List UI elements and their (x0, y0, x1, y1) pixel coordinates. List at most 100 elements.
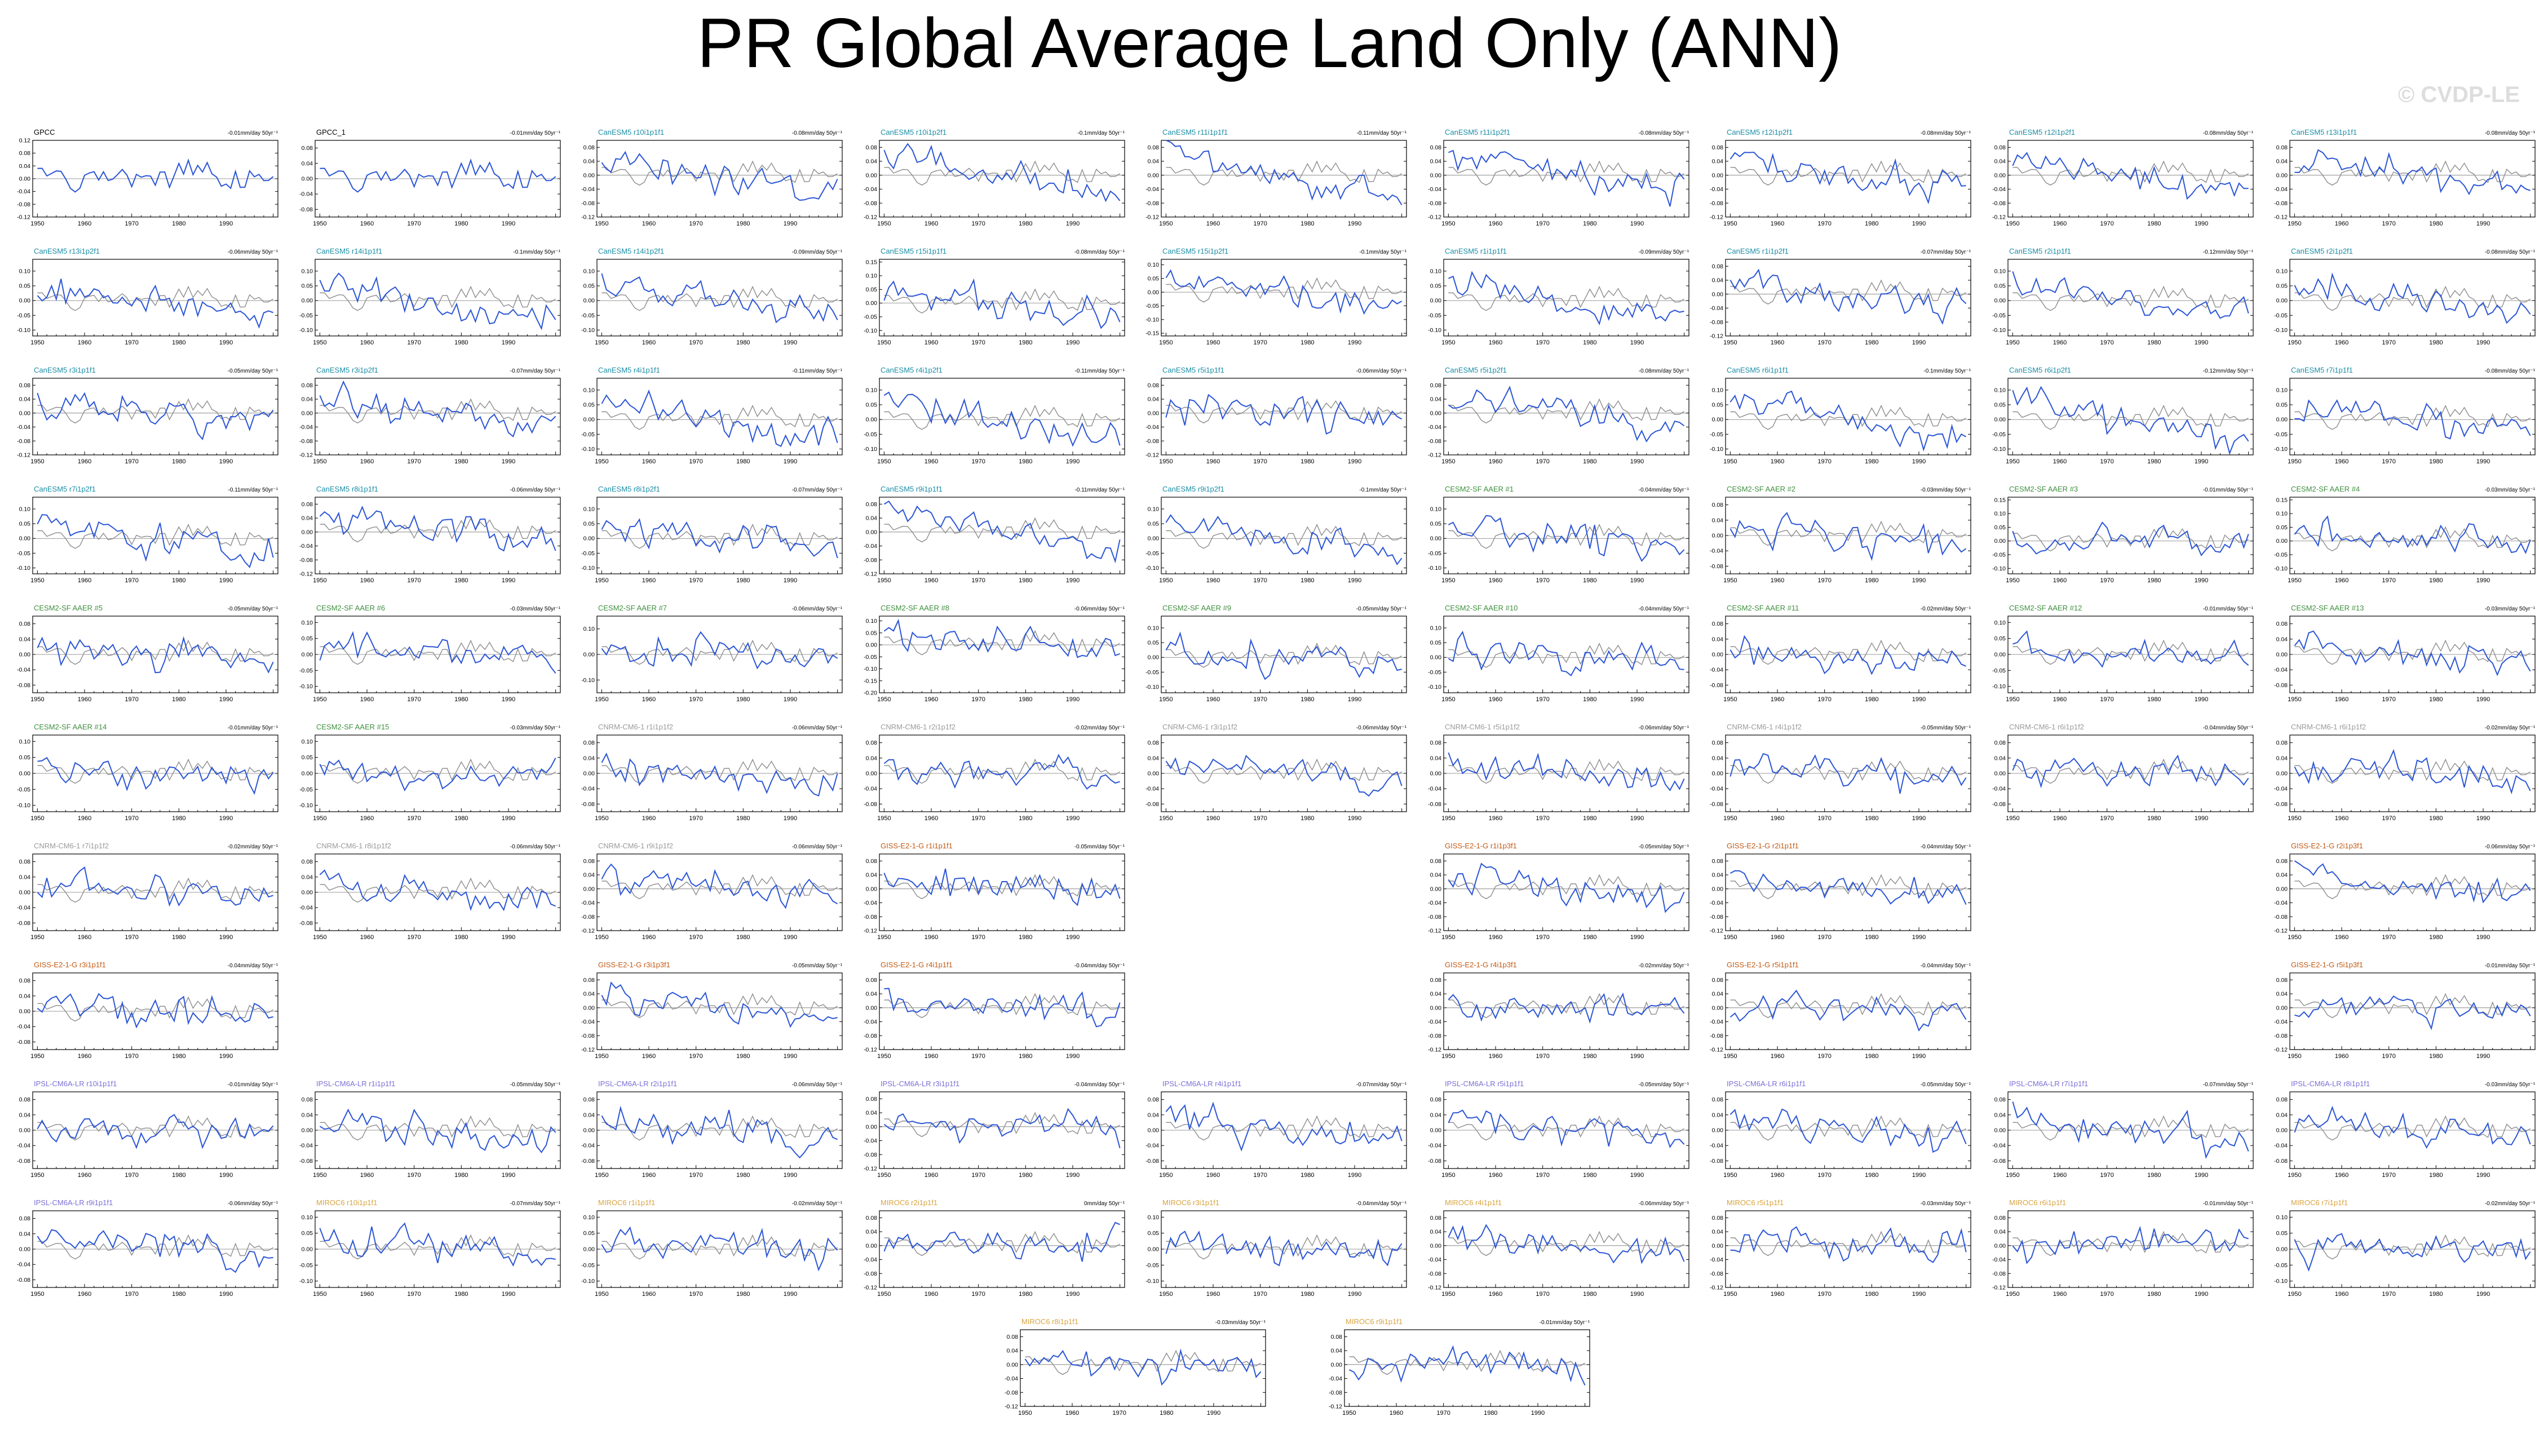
x-tick-label: 1960 (924, 577, 937, 584)
panel-cnrm-cm6-1-r6i1p1f2: CNRM-CM6-1 r6i1p1f2 -0.02mm/day 50yr⁻¹ 0.0… (2274, 723, 2536, 822)
simulation-line (319, 869, 556, 911)
x-tick-label: 1970 (407, 220, 421, 227)
panel-title: IPSL-CM6A-LR r2i1p1f1 (598, 1079, 677, 1088)
x-tick-label: 1950 (1723, 1053, 1737, 1060)
panel-cesm2-sf-aaer-12: CESM2-SF AAER #12 -0.01mm/day 50yr⁻¹ 0.10 0… (1992, 604, 2254, 703)
y-tick-label: -0.04 (1428, 1019, 1441, 1025)
y-tick-label: -0.04 (1992, 786, 2006, 793)
x-tick-label: 1950 (1441, 339, 1455, 346)
x-tick-label: 1960 (924, 815, 937, 822)
panel-giss-e2-1-g-r5i1p1f1: GISS-E2-1-G r5i1p1f1 -0.04mm/day 50yr⁻¹ 0.… (1710, 961, 1971, 1060)
simulation-line (601, 863, 838, 909)
y-tick-label: -0.05 (1992, 552, 2006, 559)
y-tick-label: 0.10 (583, 506, 595, 512)
x-tick-label: 1980 (1865, 696, 1878, 703)
trend-label: -0.11mm/day 50yr⁻¹ (1357, 130, 1407, 136)
y-tick-label: -0.04 (1710, 1019, 1723, 1025)
trend-label: -0.04mm/day 50yr⁻¹ (1638, 606, 1689, 612)
simulation-line (1447, 1109, 1684, 1148)
observations-line (1166, 642, 1402, 668)
x-tick-label: 1950 (1159, 220, 1173, 227)
x-tick-label: 1970 (125, 934, 138, 941)
y-tick-label: -0.08 (1005, 1389, 1018, 1396)
y-tick-label: 0.05 (1430, 283, 1441, 290)
x-tick-label: 1980 (454, 696, 468, 703)
x-tick-label: 1970 (1437, 1410, 1450, 1417)
observations-line (601, 404, 838, 430)
simulation-line (1165, 631, 1402, 680)
x-tick-label: 1990 (1348, 458, 1361, 465)
x-tick-label: 1980 (1583, 577, 1596, 584)
panel-miroc6-r1i1p1f1: MIROC6 r1i1p1f1 -0.02mm/day 50yr⁻¹ 0.10 0.0… (581, 1198, 843, 1298)
y-tick-label: -0.05 (2274, 1262, 2288, 1269)
x-tick-label: 1980 (2147, 696, 2161, 703)
y-tick-label: 0.00 (1712, 417, 1724, 423)
plot-frame (314, 378, 561, 455)
x-tick-label: 1970 (971, 1172, 985, 1179)
y-tick-label: -0.10 (1992, 565, 2006, 572)
observations-line (1448, 642, 1684, 668)
x-tick-label: 1970 (689, 1172, 702, 1179)
x-tick-label: 1990 (1912, 934, 1926, 941)
x-tick-label: 1950 (313, 339, 326, 346)
x-tick-label: 1960 (360, 220, 373, 227)
y-tick-label: -0.15 (864, 678, 877, 684)
x-tick-label: 1960 (1771, 934, 1784, 941)
y-tick-label: -0.08 (581, 200, 595, 207)
y-tick-label: 0.00 (583, 771, 595, 777)
panel-title: CESM2-SF AAER #9 (1162, 604, 1231, 612)
x-tick-label: 1950 (1159, 1291, 1173, 1298)
x-tick-label: 1950 (877, 1291, 891, 1298)
panel-title: CESM2-SF AAER #10 (1445, 604, 1518, 612)
x-tick-label: 1950 (2006, 696, 2019, 703)
x-tick-label: 1990 (2194, 577, 2208, 584)
y-tick-label: 0.00 (1994, 1242, 2006, 1249)
x-tick-label: 1990 (1630, 696, 1643, 703)
panel-title: IPSL-CM6A-LR r8i1p1f1 (2291, 1079, 2370, 1088)
x-tick-label: 1980 (2429, 220, 2443, 227)
observations-line (1730, 1231, 1966, 1256)
y-tick-label: 0.00 (2276, 538, 2288, 545)
plot-frame (2007, 497, 2254, 574)
observations-line (2294, 1115, 2531, 1141)
plot-frame (1161, 259, 1407, 337)
x-tick-label: 1950 (30, 577, 44, 584)
x-tick-label: 1970 (2382, 458, 2395, 465)
panel-title: CanESM5 r15i1p1f1 (881, 247, 946, 255)
x-tick-label: 1980 (1583, 815, 1596, 822)
y-tick-label: 0.10 (1994, 511, 2006, 517)
panel-title: IPSL-CM6A-LR r3i1p1f1 (881, 1079, 959, 1088)
panel-canesm5-r2i1p1f1: CanESM5 r2i1p1f1 -0.12mm/day 50yr⁻¹ 0.10 0.… (1992, 247, 2254, 346)
x-tick-label: 1980 (2147, 1291, 2161, 1298)
x-tick-label: 1980 (736, 339, 750, 346)
x-tick-label: 1960 (642, 1291, 656, 1298)
panel-title: CESM2-SF AAER #3 (2009, 485, 2078, 493)
y-tick-label: -0.04 (864, 543, 877, 550)
observations-line (883, 630, 1120, 656)
trend-label: -0.03mm/day 50yr⁻¹ (1215, 1320, 1266, 1326)
simulation-line (37, 158, 274, 193)
y-tick-label: 0.04 (583, 755, 595, 762)
observations-line (319, 877, 556, 903)
panel-ipsl-cm6a-lr-r1i1p1f1: IPSL-CM6A-LR r1i1p1f1 -0.05mm/day 50yr⁻¹ 0… (299, 1079, 561, 1179)
x-tick-label: 1950 (1441, 577, 1455, 584)
panel-canesm5-r5i1p2f1: CanESM5 r5i1p2f1 -0.08mm/day 50yr⁻¹ 0.08 0.… (1428, 366, 1689, 465)
simulation-line (2294, 630, 2531, 676)
panel-title: CESM2-SF AAER #15 (316, 723, 389, 731)
x-tick-label: 1950 (877, 577, 891, 584)
panel-cesm2-sf-aaer-8: CESM2-SF AAER #8 -0.06mm/day 50yr⁻¹ 0.10 0.… (864, 604, 1125, 703)
y-tick-label: 0.08 (1994, 740, 2006, 746)
observations-line (1166, 758, 1402, 784)
trend-label: -0.05mm/day 50yr⁻¹ (1921, 1082, 1971, 1088)
observations-line (37, 877, 273, 903)
x-tick-label: 1950 (595, 458, 608, 465)
y-tick-label: 0.10 (1430, 506, 1441, 512)
trend-label: -0.06mm/day 50yr⁻¹ (1638, 1201, 1689, 1207)
y-tick-label: 0.04 (1430, 755, 1441, 762)
x-tick-label: 1970 (1817, 934, 1831, 941)
simulation-line (319, 272, 556, 330)
y-tick-label: 0.08 (1712, 977, 1724, 984)
panel-title: CNRM-CM6-1 r1i1p1f2 (598, 723, 673, 731)
y-tick-label: -0.15 (1145, 330, 1159, 337)
observations-line (2294, 1234, 2531, 1260)
